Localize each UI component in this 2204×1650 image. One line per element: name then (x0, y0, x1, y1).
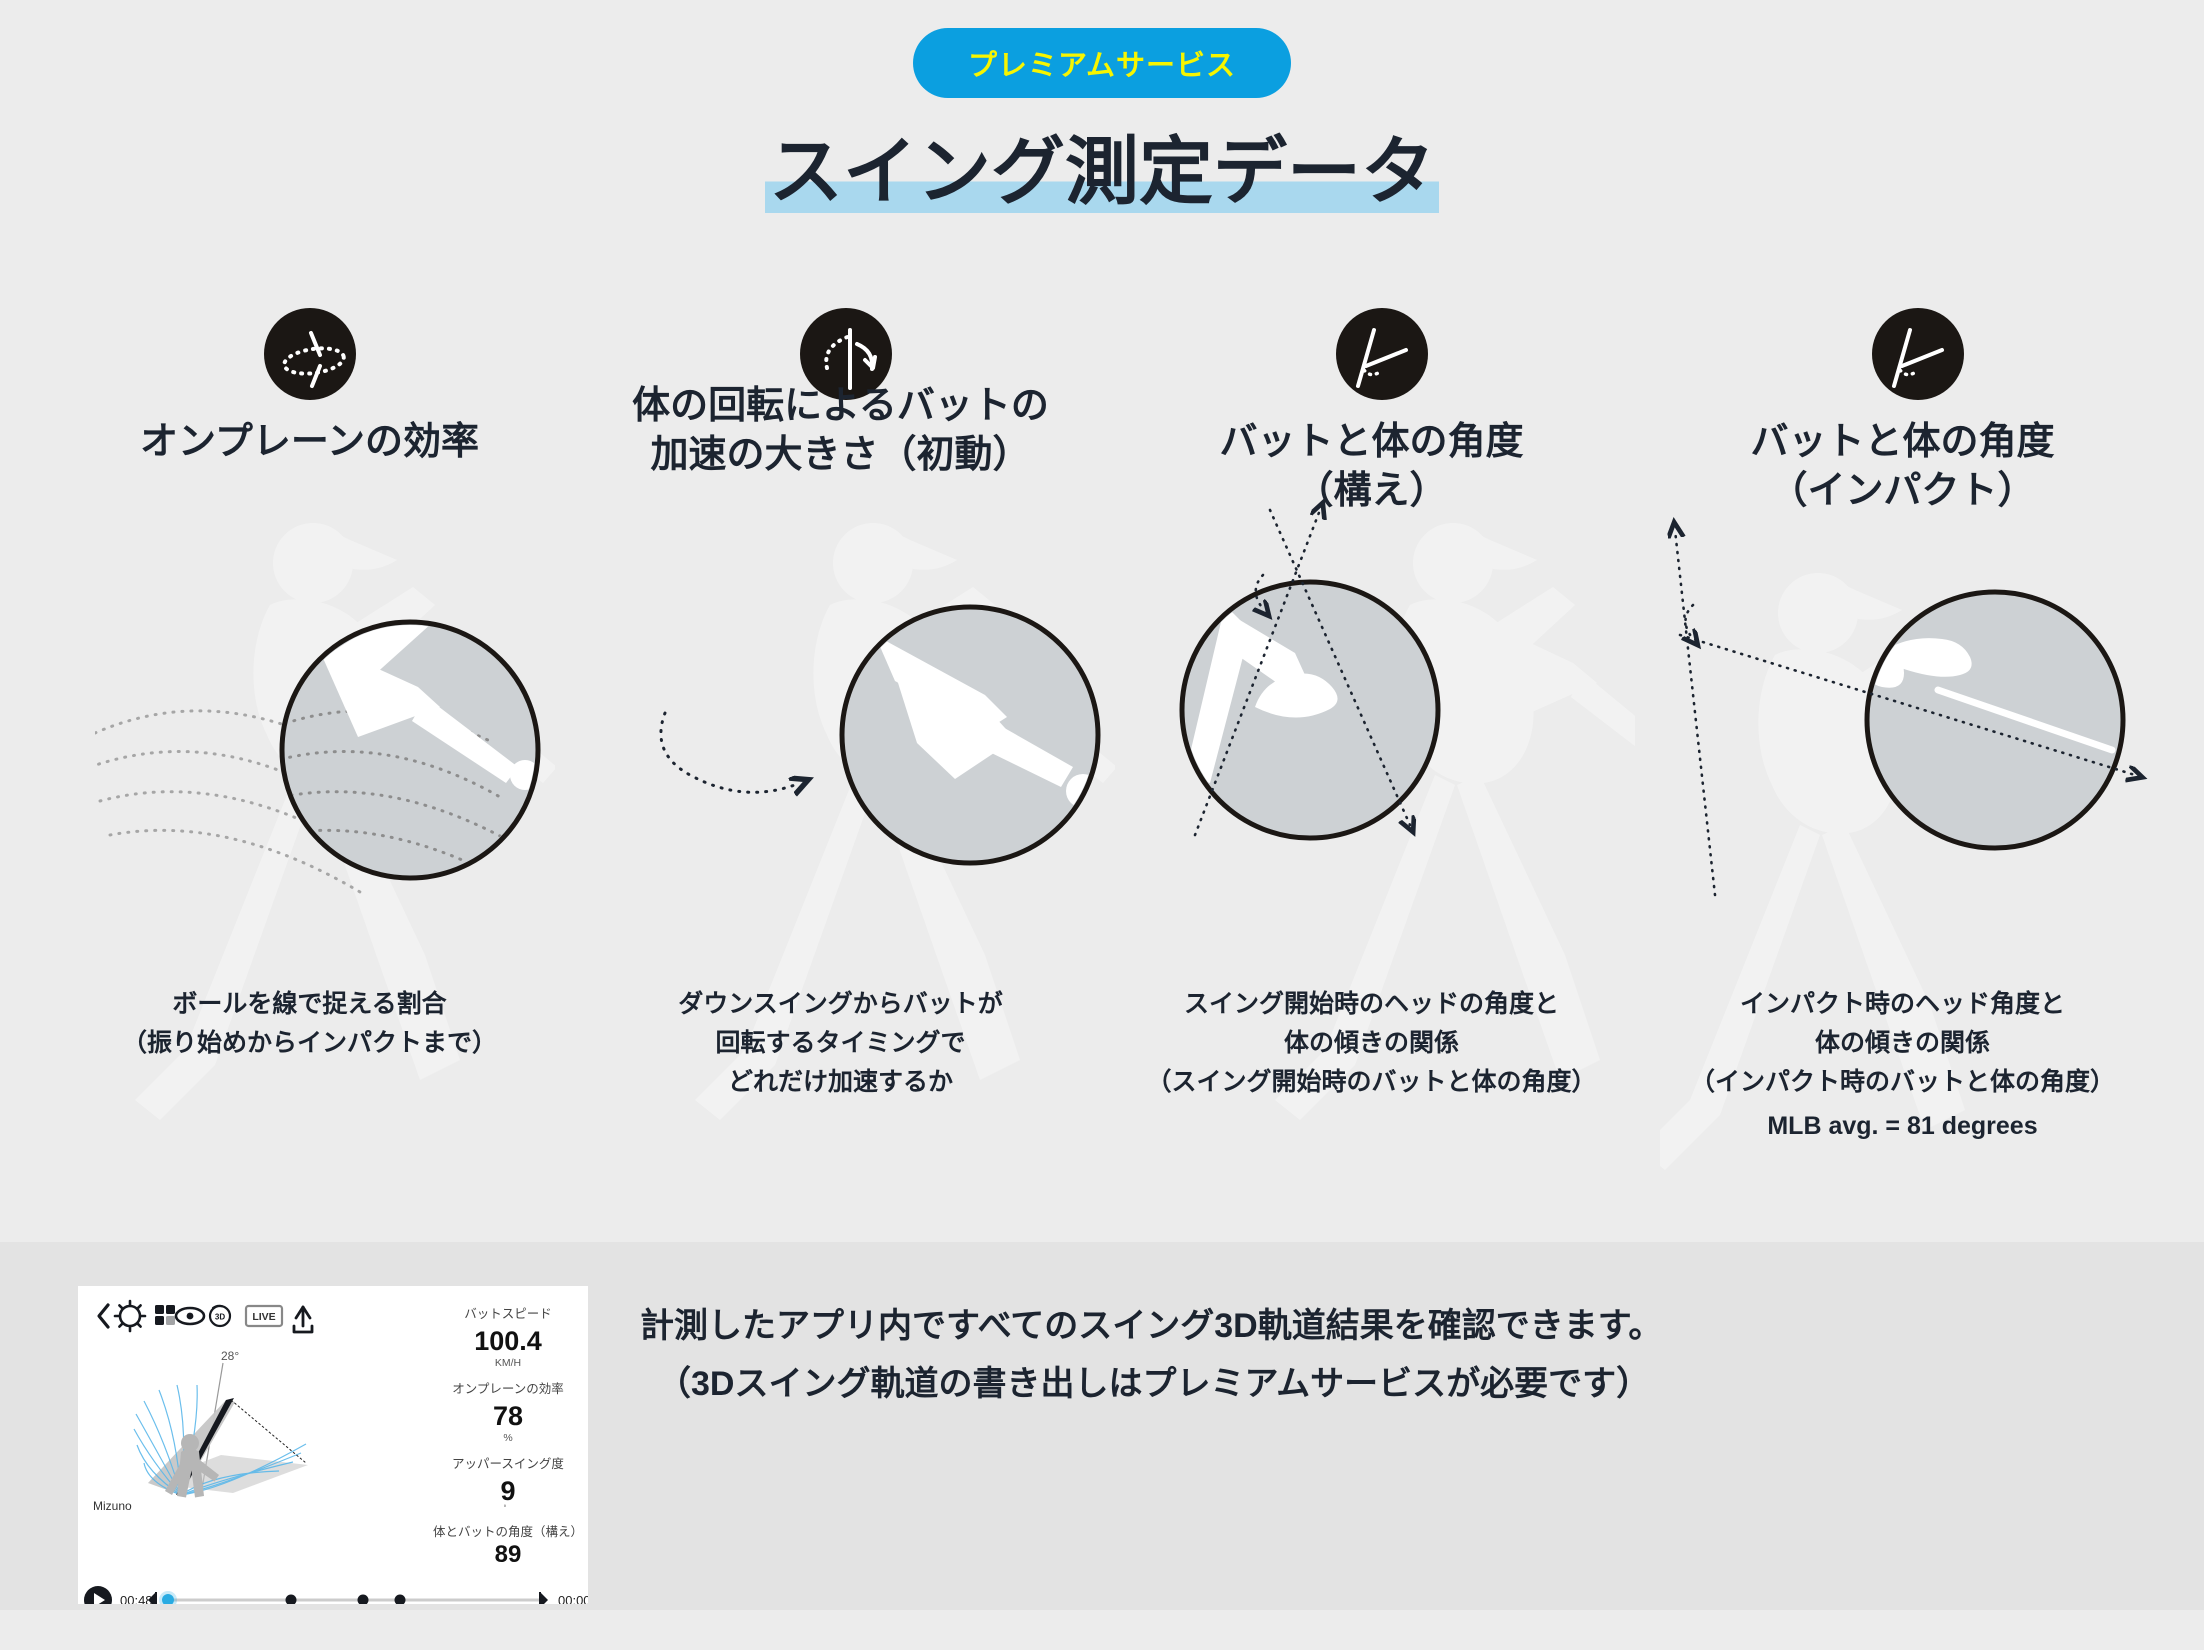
svg-text:体とバットの角度（構え）: 体とバットの角度（構え） (433, 1524, 583, 1539)
svg-text:00:48: 00:48 (120, 1593, 153, 1604)
svg-text:28°: 28° (221, 1349, 239, 1363)
svg-text:78: 78 (493, 1401, 523, 1431)
svg-text:バットスピード: バットスピード (464, 1307, 552, 1321)
svg-text:%: % (503, 1432, 512, 1444)
svg-text:オンプレーンの効率: オンプレーンの効率 (452, 1381, 564, 1396)
svg-text:9: 9 (500, 1476, 515, 1506)
svg-text:100.4: 100.4 (474, 1326, 542, 1356)
svg-text:アッパースイング度: アッパースイング度 (452, 1456, 564, 1471)
svg-text:89: 89 (495, 1541, 522, 1568)
svg-text:3D: 3D (215, 1313, 225, 1322)
svg-text:KM/H: KM/H (495, 1357, 521, 1369)
svg-text:Mizuno: Mizuno (93, 1499, 132, 1513)
svg-text:LIVE: LIVE (252, 1311, 275, 1323)
svg-text:00:00: 00:00 (558, 1593, 588, 1604)
svg-text:゜: ゜ (504, 1504, 513, 1514)
